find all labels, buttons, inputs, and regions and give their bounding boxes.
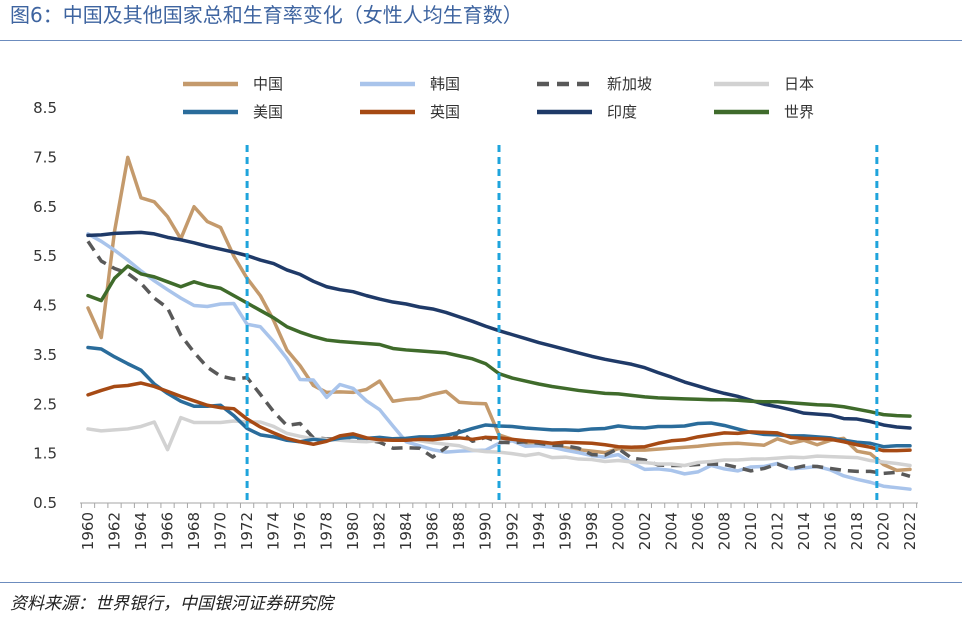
- legend-label: 英国: [430, 103, 460, 121]
- x-tick-label: 2014: [795, 512, 813, 550]
- legend-item-world: 世界: [714, 103, 814, 121]
- legend-label: 印度: [607, 103, 637, 121]
- x-tick-label: 2004: [662, 512, 680, 550]
- series-line-japan: [86, 415, 912, 468]
- legend-label: 美国: [253, 103, 283, 121]
- y-tick-label: 4.5: [33, 297, 57, 315]
- x-tick-label: 2006: [689, 512, 707, 550]
- y-tick-label: 5.5: [33, 247, 57, 265]
- legend-label: 日本: [784, 75, 814, 93]
- x-tick-label: 2022: [901, 512, 919, 550]
- legend-item-south-korea: 韩国: [360, 75, 460, 93]
- legend-item-japan: 日本: [714, 75, 814, 93]
- x-tick-label: 1996: [556, 512, 574, 550]
- legend-label: 世界: [784, 103, 814, 121]
- x-tick-label: 1970: [212, 512, 230, 550]
- x-tick-label: 1994: [530, 512, 548, 550]
- footer-divider: [0, 582, 962, 583]
- y-tick-label: 6.5: [33, 198, 57, 216]
- x-tick-label: 2020: [874, 512, 892, 550]
- x-tick-label: 1968: [185, 512, 203, 550]
- x-tick-label: 1982: [371, 512, 389, 550]
- x-tick-label: 1978: [318, 512, 336, 550]
- x-tick-label: 1974: [265, 512, 283, 550]
- y-tick-label: 3.5: [33, 346, 57, 364]
- y-tick-label: 0.5: [33, 494, 57, 512]
- x-tick-label: 2010: [742, 512, 760, 550]
- x-tick-label: 2008: [715, 512, 733, 550]
- legend-item-united-states: 美国: [183, 103, 283, 121]
- legend-label: 韩国: [430, 75, 460, 93]
- header-divider: [0, 40, 962, 41]
- x-tick-label: 1972: [238, 512, 256, 550]
- x-tick-label: 2000: [609, 512, 627, 550]
- x-tick-label: 1984: [397, 512, 415, 550]
- x-tick-label: 1988: [450, 512, 468, 550]
- x-tick-label: 1966: [159, 512, 177, 550]
- legend-item-china: 中国: [183, 75, 283, 93]
- x-tick-label: 1986: [424, 512, 442, 550]
- y-tick-label: 1.5: [33, 445, 57, 463]
- legend-item-singapore: 新加坡: [537, 75, 652, 93]
- y-tick-label: 7.5: [33, 148, 57, 166]
- x-tick-label: 1992: [503, 512, 521, 550]
- x-tick-label: 2016: [821, 512, 839, 550]
- x-tick-label: 1980: [344, 512, 362, 550]
- x-tick-label: 1960: [79, 512, 97, 550]
- y-tick-label: 8.5: [33, 99, 57, 117]
- legend-item-united-kingdom: 英国: [360, 103, 460, 121]
- source-note: 资料来源：世界银行，中国银河证券研究院: [10, 594, 333, 614]
- chart-title: 图6：中国及其他国家总和生育率变化（女性人均生育数）: [10, 3, 523, 27]
- x-tick-label: 1976: [291, 512, 309, 550]
- x-tick-label: 1964: [132, 512, 150, 550]
- legend-label: 中国: [253, 75, 283, 93]
- fertility-line-chart: 0.5 1.5 2.5 3.5 4.5 5.5 6.5 7.5 8.5 1960 1962 1964 1…: [33, 75, 919, 550]
- x-tick-label: 1998: [583, 512, 601, 550]
- series-line-singapore: [86, 240, 911, 479]
- legend-item-india: 印度: [537, 103, 637, 121]
- x-tick-label: 2002: [636, 512, 654, 550]
- x-tick-label: 2012: [768, 512, 786, 550]
- y-tick-label: 2.5: [33, 395, 57, 413]
- x-tick-label: 1990: [477, 512, 495, 550]
- legend-label: 新加坡: [607, 75, 652, 93]
- x-tick-label: 2018: [848, 512, 866, 550]
- x-tick-label: 1962: [106, 512, 124, 550]
